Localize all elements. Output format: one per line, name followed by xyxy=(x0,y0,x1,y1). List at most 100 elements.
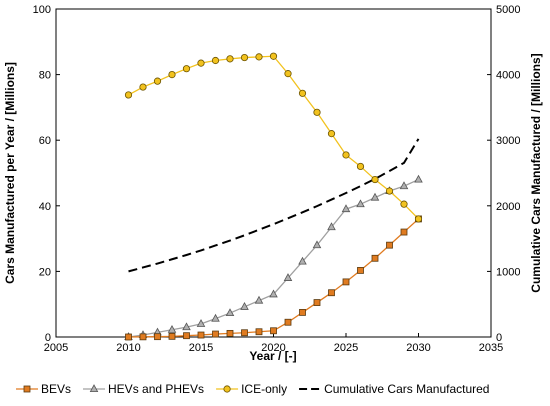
data-point-hevs-and-phevs xyxy=(327,222,336,231)
legend-label: ICE-only xyxy=(241,382,287,396)
data-point-bevs xyxy=(299,308,306,316)
data-point-bevs xyxy=(226,329,234,337)
series-cumulative-cars-manufactured xyxy=(128,138,420,273)
data-point-hevs-and-phevs xyxy=(414,174,423,183)
x-tick-label: 2025 xyxy=(334,342,358,354)
data-point-hevs-and-phevs xyxy=(211,313,220,322)
right-axis-title: Cumulative Cars Manufactured / [Millions… xyxy=(529,53,543,292)
data-point-ice-only xyxy=(284,70,292,78)
data-point-ice-only xyxy=(168,71,176,79)
data-point-ice-only xyxy=(255,53,263,61)
legend-swatch-marker xyxy=(23,385,31,393)
x-tick-label: 2005 xyxy=(44,342,68,354)
data-point-hevs-and-phevs xyxy=(196,319,206,327)
series-ice-only xyxy=(124,52,423,223)
right-tick-label: 1000 xyxy=(496,266,520,278)
data-point-bevs xyxy=(255,328,263,336)
data-point-ice-only xyxy=(414,215,423,223)
data-point-hevs-and-phevs xyxy=(356,199,365,208)
data-point-ice-only xyxy=(385,187,394,195)
data-point-ice-only xyxy=(342,151,350,159)
data-point-bevs xyxy=(284,318,292,326)
left-tick-label: 0 xyxy=(45,332,51,344)
data-point-hevs-and-phevs xyxy=(399,181,409,190)
data-point-bevs xyxy=(241,329,248,337)
data-point-bevs xyxy=(212,330,219,338)
data-point-ice-only xyxy=(269,52,278,60)
data-point-ice-only xyxy=(313,108,321,116)
x-tick-label: 2035 xyxy=(479,342,503,354)
data-point-bevs xyxy=(386,241,393,249)
right-tick-label: 0 xyxy=(496,332,502,344)
data-point-ice-only xyxy=(226,55,234,63)
data-point-ice-only xyxy=(124,91,133,99)
data-point-hevs-and-phevs xyxy=(167,324,177,333)
data-point-bevs xyxy=(357,267,364,274)
right-tick-label: 2000 xyxy=(496,201,520,213)
x-tick-label: 2010 xyxy=(116,342,140,354)
data-point-hevs-and-phevs xyxy=(341,204,351,213)
data-point-ice-only xyxy=(371,175,379,184)
data-point-hevs-and-phevs xyxy=(254,295,264,304)
left-tick-label: 80 xyxy=(39,70,51,82)
legend-item-hevs-and-phevs: HEVs and PHEVs xyxy=(83,382,204,396)
right-tick-label: 4000 xyxy=(496,70,520,82)
data-point-ice-only xyxy=(139,83,147,91)
left-tick-label: 40 xyxy=(39,201,51,213)
data-point-bevs xyxy=(328,289,335,297)
data-point-bevs xyxy=(168,332,176,340)
left-tick-label: 60 xyxy=(39,135,51,147)
left-tick-label: 100 xyxy=(33,4,51,16)
series-line-bevs xyxy=(128,218,419,338)
legend-swatch-marker xyxy=(89,384,99,393)
data-point-hevs-and-phevs xyxy=(182,322,191,331)
data-point-ice-only xyxy=(240,53,249,62)
legend-item-ice-only: ICE-only xyxy=(216,382,287,396)
data-point-hevs-and-phevs xyxy=(269,289,278,298)
x-tick-label: 2015 xyxy=(189,342,213,354)
right-tick-label: 5000 xyxy=(496,4,520,16)
x-tick-label: 2020 xyxy=(261,342,285,354)
left-tick-label: 20 xyxy=(39,266,51,278)
data-point-bevs xyxy=(125,333,132,341)
series-hevs-and-phevs xyxy=(124,174,423,341)
data-point-bevs xyxy=(313,299,321,306)
data-point-bevs xyxy=(400,228,408,236)
data-point-hevs-and-phevs xyxy=(283,273,293,281)
series-bevs xyxy=(125,215,422,341)
data-point-bevs xyxy=(183,332,190,340)
series-line-cumulative-cars-manufactured xyxy=(128,138,420,273)
data-point-hevs-and-phevs xyxy=(298,256,307,265)
legend-label: Cumulative Cars Manufactured xyxy=(324,382,489,396)
legend-label: BEVs xyxy=(41,382,71,396)
data-point-bevs xyxy=(154,333,161,341)
right-axis-ticks: 0 1000 2000 3000 4000 5000 xyxy=(487,4,520,344)
data-point-hevs-and-phevs xyxy=(240,301,249,310)
legend-item-bevs: BEVs xyxy=(16,382,71,396)
data-point-bevs xyxy=(197,331,205,339)
legend-item-cumulative-cars-manufactured: Cumulative Cars Manufactured xyxy=(299,382,489,396)
left-axis-ticks: 0 20 40 60 80 100 xyxy=(33,4,60,344)
data-point-hevs-and-phevs xyxy=(225,308,235,317)
legend: BEVs HEVs and PHEVs ICE-only Cumulative Car… xyxy=(16,382,489,396)
data-point-bevs xyxy=(270,327,277,335)
series-layer xyxy=(124,52,423,341)
data-point-ice-only xyxy=(400,200,408,208)
data-point-bevs xyxy=(342,278,350,286)
data-point-hevs-and-phevs xyxy=(370,192,380,201)
x-axis-ticks: 2005 2010 2015 2020 2025 2030 2035 xyxy=(44,333,503,354)
data-point-ice-only xyxy=(298,89,307,97)
data-point-bevs xyxy=(139,333,147,341)
right-tick-label: 3000 xyxy=(496,135,520,147)
data-point-ice-only xyxy=(197,59,205,67)
x-tick-label: 2030 xyxy=(406,342,430,354)
x-axis-title: Year / [-] xyxy=(249,349,296,363)
data-point-hevs-and-phevs xyxy=(312,240,322,249)
legend-swatch-marker xyxy=(223,385,231,393)
data-point-ice-only xyxy=(356,162,365,171)
data-point-bevs xyxy=(371,254,379,262)
legend-label: HEVs and PHEVs xyxy=(108,382,204,396)
data-point-ice-only xyxy=(211,56,220,65)
data-point-ice-only xyxy=(153,77,162,85)
